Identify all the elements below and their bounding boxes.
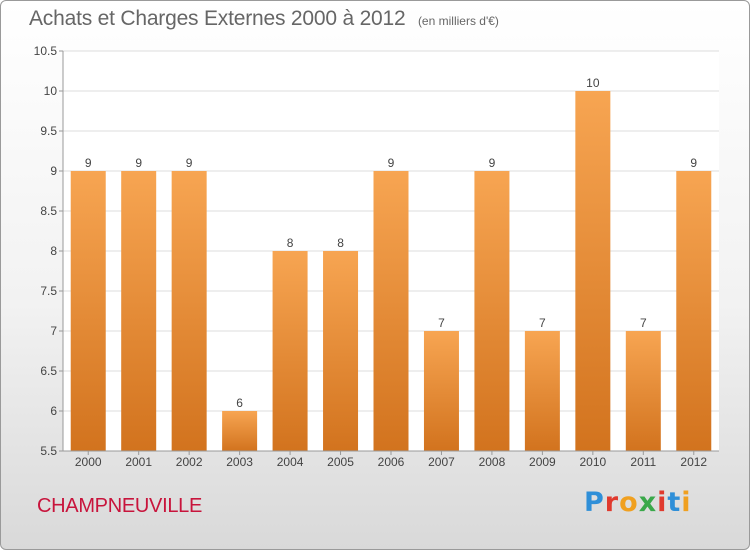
x-tick-label: 2001 [125,455,152,469]
x-tick-label: 2007 [428,455,455,469]
bars: 9 9 9 6 8 8 9 7 9 7 10 7 9 [70,76,712,451]
bar-value-label: 7 [539,316,546,330]
y-tick-label: 10.5 [34,44,58,58]
y-tick-label: 9.5 [40,124,57,138]
title-block: Achats et Charges Externes 2000 à 2012 (… [29,7,499,31]
logo-letter: i [657,487,668,518]
x-axis-ticks: 2000 2001 2002 2003 2004 2005 2006 2007 2008 2009… [75,451,707,469]
y-tick-label: 9 [50,164,57,178]
x-tick-label: 2012 [680,455,707,469]
x-tick-label: 2006 [378,455,405,469]
logo-letter: i [681,487,692,518]
logo-letter: P [584,487,605,518]
bar [625,331,661,451]
bar [272,251,308,451]
x-tick-label: 2000 [75,455,102,469]
bar-value-label: 6 [236,396,243,410]
bar [222,411,258,451]
logo-letter: t [667,487,682,518]
bar-value-label: 10 [586,76,600,90]
x-tick-label: 2004 [277,455,304,469]
bar [676,171,712,451]
x-tick-label: 2002 [176,455,203,469]
proxiti-logo: Proxiti [584,487,692,518]
chart-title: Achats et Charges Externes 2000 à 2012 [29,7,406,30]
y-axis-ticks: 5.5 6 6.5 7 7.5 8 8.5 9 9.5 10 10.5 [34,44,63,458]
y-tick-label: 8 [50,244,57,258]
y-tick-label: 6.5 [40,364,57,378]
bar [524,331,560,451]
logo-letter: r [604,487,620,518]
chart-unit: (en milliers d'€) [417,14,499,28]
bar [70,171,106,451]
bar [474,171,510,451]
bar [171,171,207,451]
bar-value-label: 7 [640,316,647,330]
y-tick-label: 5.5 [40,444,57,458]
logo-letter: o [619,487,639,518]
x-tick-label: 2011 [630,455,656,469]
bar [575,91,611,451]
bar-value-label: 8 [287,236,294,250]
bar-value-label: 9 [135,156,142,170]
x-tick-label: 2005 [327,455,354,469]
bar [373,171,409,451]
y-tick-label: 8.5 [40,204,57,218]
bar [323,251,359,451]
bar-value-label: 9 [489,156,496,170]
bar-value-label: 8 [337,236,344,250]
y-tick-label: 10 [44,84,58,98]
y-tick-label: 7 [50,324,57,338]
bar-value-label: 9 [85,156,92,170]
bar [423,331,459,451]
bar [121,171,157,451]
bar-value-label: 9 [388,156,395,170]
commune-name: CHAMPNEUVILLE [37,495,203,517]
y-tick-label: 7.5 [40,284,57,298]
x-tick-label: 2008 [479,455,506,469]
x-tick-label: 2010 [579,455,606,469]
x-tick-label: 2009 [529,455,556,469]
y-tick-label: 6 [50,404,57,418]
bar-value-label: 9 [186,156,193,170]
bar-value-label: 9 [690,156,697,170]
x-tick-label: 2003 [226,455,253,469]
logo-letter: x [638,487,658,518]
bar-value-label: 7 [438,316,445,330]
